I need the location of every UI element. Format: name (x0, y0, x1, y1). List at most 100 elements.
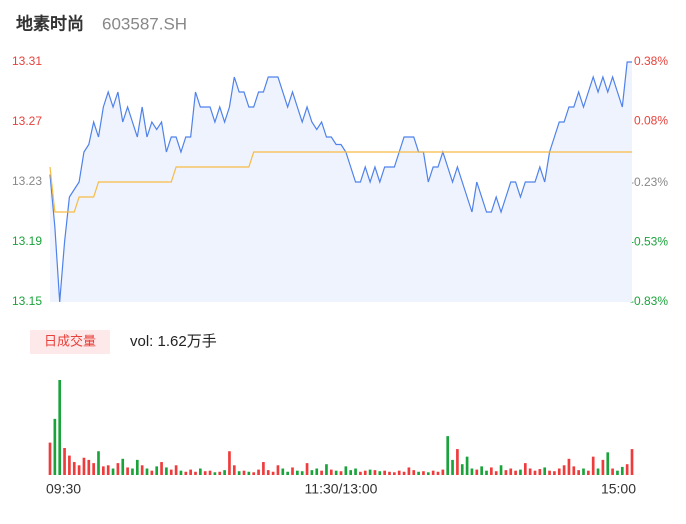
volume-bar (228, 451, 231, 475)
volume-bar (150, 470, 154, 475)
volume-bar (189, 469, 192, 475)
volume-bar (451, 459, 454, 475)
volume-bar (630, 449, 634, 475)
volume-bar (77, 465, 81, 475)
volume-bar (63, 448, 66, 475)
volume-bar (92, 463, 95, 475)
volume-bar (514, 470, 517, 475)
volume-bar (169, 469, 173, 475)
volume-bar (388, 471, 391, 475)
volume-bar (494, 471, 498, 475)
volume-bar (504, 470, 508, 475)
volume-bar (203, 471, 207, 475)
volume-bar (562, 465, 566, 475)
volume-bar (111, 468, 115, 475)
volume-bar (572, 466, 576, 475)
volume-total: vol: 1.62万手 (130, 333, 217, 350)
volume-bar (378, 471, 382, 475)
volume-bar (281, 468, 285, 475)
volume-bar (296, 470, 299, 475)
volume-bar (446, 436, 450, 475)
volume-bar (232, 465, 236, 475)
volume-bar (485, 470, 488, 475)
volume-bar (126, 467, 129, 475)
volume-bar (397, 470, 401, 475)
volume-bar (291, 467, 294, 475)
volume-bar (431, 470, 435, 475)
volume-bar (184, 471, 188, 475)
volume-bar (48, 442, 52, 475)
volume-bar (470, 468, 474, 475)
volume-bar (567, 458, 571, 475)
volume-bar (368, 469, 372, 475)
volume-bar (276, 465, 280, 475)
volume-bar (155, 466, 159, 475)
volume-bar (271, 471, 275, 475)
volume-tag: 日成交量 (44, 333, 96, 348)
volume-bar (402, 471, 406, 475)
volume-bar (165, 467, 168, 475)
volume-bar (499, 465, 503, 475)
volume-bar (266, 470, 270, 475)
volume-bar (606, 452, 610, 475)
y2-tick-label: 0.08% (634, 114, 668, 128)
volume-bar (480, 466, 483, 475)
y2-tick-label: 0.38% (634, 54, 668, 68)
volume-bar (417, 471, 420, 475)
volume-bar (519, 469, 522, 475)
volume-bar (237, 471, 241, 475)
volume-bar (577, 470, 580, 475)
volume-bar (339, 471, 343, 475)
volume-bar (325, 464, 328, 475)
volume-bar (286, 471, 289, 475)
volume-bar (58, 380, 62, 475)
volume-bar (106, 465, 110, 475)
y-tick-label: 13.27 (12, 114, 42, 128)
price-area (50, 62, 632, 302)
volume-bar (116, 463, 120, 475)
volume-bar (543, 467, 547, 475)
volume-bar (72, 462, 76, 475)
volume-bar (383, 470, 386, 475)
volume-bar (393, 472, 396, 475)
volume-bar (553, 471, 556, 475)
volume-bar (87, 459, 91, 475)
volume-bar (140, 465, 144, 475)
volume-bar (179, 470, 183, 475)
y2-tick-label: -0.23% (630, 175, 668, 189)
volume-bar (436, 471, 440, 475)
volume-bar (456, 449, 459, 475)
volume-bar (509, 468, 513, 475)
volume-bar (465, 456, 469, 475)
volume-bar (262, 462, 265, 475)
volume-bar (208, 470, 212, 475)
volume-bar (591, 456, 595, 475)
y-tick-label: 13.19 (12, 234, 42, 248)
volume-bar (82, 457, 86, 475)
volume-bar (121, 458, 125, 475)
volume-bar (538, 469, 542, 475)
volume-bar (359, 471, 362, 475)
volume-bar (422, 471, 425, 475)
volume-bar (213, 472, 217, 475)
volume-bar (587, 470, 590, 475)
volume-bar (329, 469, 333, 475)
volume-bar (135, 459, 139, 475)
volume-bar (53, 418, 57, 475)
volume-bar (460, 464, 464, 475)
volume-bar (582, 468, 585, 475)
volume-bar (194, 471, 197, 475)
volume-bar (349, 470, 353, 475)
volume-bar (441, 469, 445, 475)
volume-bar (596, 468, 600, 475)
volume-bar (363, 470, 367, 475)
volume-bar (601, 459, 605, 475)
volume-bar (160, 462, 163, 475)
volume-bar (218, 471, 222, 475)
volume-bar (616, 470, 619, 475)
volume-bar (528, 468, 532, 475)
volume-bar (320, 470, 323, 475)
stock-name: 地素时尚 (16, 13, 84, 33)
volume-bar (252, 472, 256, 475)
